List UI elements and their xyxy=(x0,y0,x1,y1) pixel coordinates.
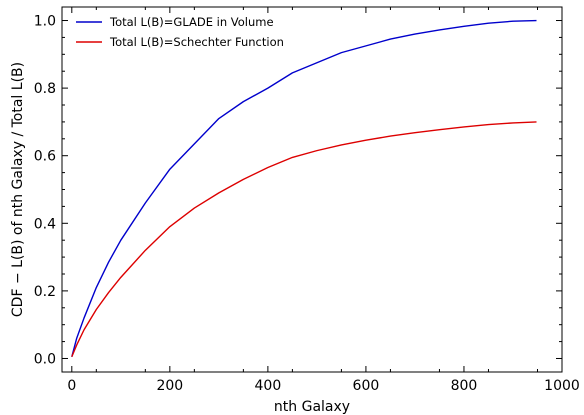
y-tick-label: 0.2 xyxy=(34,284,56,300)
x-tick-label: 1000 xyxy=(544,378,580,394)
series-line-2 xyxy=(71,121,537,358)
legend-label-2: Total L(B)=Schechter Function xyxy=(109,35,284,49)
y-tick-label: 1.0 xyxy=(34,14,56,30)
series-layer xyxy=(71,19,537,358)
x-tick-label: 0 xyxy=(67,378,76,394)
plot-frame xyxy=(61,6,563,373)
y-tick-label: 0.0 xyxy=(34,351,56,367)
legend-label-1: Total L(B)=GLADE in Volume xyxy=(109,15,274,29)
x-tick-label: 800 xyxy=(451,378,478,394)
x-tick-label: 400 xyxy=(255,378,282,394)
legend: Total L(B)=GLADE in Volume Total L(B)=Sch… xyxy=(76,15,284,49)
series-line-1 xyxy=(71,19,537,357)
y-tick-label: 0.8 xyxy=(34,81,56,97)
plot-border xyxy=(61,6,563,373)
x-tick-label: 200 xyxy=(156,378,183,394)
y-axis-label: CDF − L(B) of nth Galaxy / Total L(B) xyxy=(10,62,26,317)
axis-ticks xyxy=(62,7,563,372)
y-tick-label: 0.4 xyxy=(34,216,56,232)
y-tick-label: 0.6 xyxy=(34,149,56,165)
x-tick-label: 600 xyxy=(353,378,380,394)
x-axis-label: nth Galaxy xyxy=(274,399,350,415)
tick-labels: 0 200 400 600 800 1000 0.0 0.2 0.4 0.6 0.8 1.0 xyxy=(34,14,580,394)
